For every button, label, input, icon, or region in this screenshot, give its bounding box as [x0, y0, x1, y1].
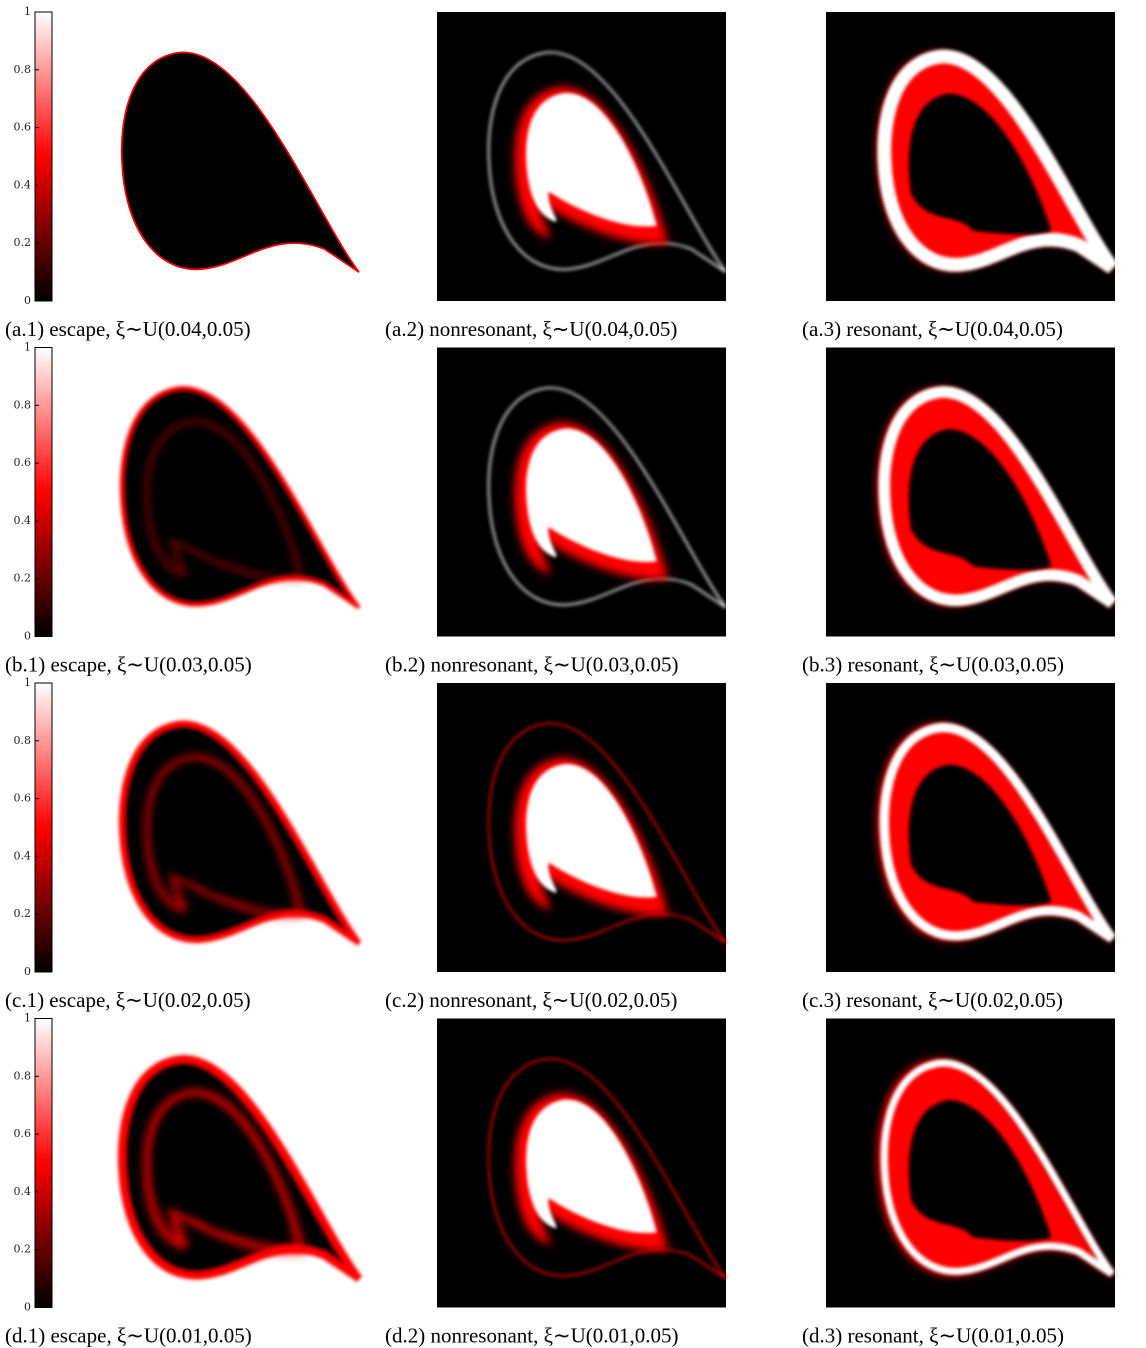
colorbar-tick-label: 0.4 [14, 514, 32, 527]
panel-image [826, 12, 1115, 301]
figure: 00.20.40.60.81(a.1) escape, ξ∼U(0.04,0.0… [0, 0, 1146, 1348]
panel-caption: (a.1) escape, ξ∼U(0.04,0.05) [5, 317, 251, 341]
colorbar-tick-label: 0.6 [14, 121, 32, 134]
colorbar-tick-label: 0.6 [14, 1127, 32, 1140]
colorbar-tick-label: 0.2 [14, 572, 32, 585]
panel-image [437, 1019, 726, 1308]
colorbar-tick-label: 0.2 [14, 236, 32, 249]
colorbar [35, 348, 52, 637]
colorbar-tick-label: 0.8 [14, 734, 32, 747]
panel-caption: (a.2) nonresonant, ξ∼U(0.04,0.05) [385, 317, 677, 341]
panel-caption: (c.3) resonant, ξ∼U(0.02,0.05) [802, 988, 1063, 1012]
colorbar-tick-label: 0.4 [14, 849, 32, 862]
colorbar-tick-label: 0.4 [14, 1185, 32, 1198]
colorbar [35, 683, 52, 972]
colorbar-tick-label: 1 [24, 341, 31, 354]
panel-caption: (a.3) resonant, ξ∼U(0.04,0.05) [802, 317, 1063, 341]
colorbar-tick-label: 0.2 [14, 1243, 32, 1256]
panel-image [122, 388, 359, 608]
panel-image [826, 683, 1115, 972]
panel-image [122, 1059, 359, 1279]
colorbar-tick-label: 0.4 [14, 178, 32, 191]
panel-caption: (b.3) resonant, ξ∼U(0.03,0.05) [802, 653, 1064, 677]
panel-caption: (d.1) escape, ξ∼U(0.01,0.05) [5, 1324, 252, 1348]
panel-image [826, 1019, 1115, 1308]
colorbar-tick-label: 0.6 [14, 792, 32, 805]
colorbar-tick-label: 1 [24, 1012, 31, 1025]
panel-image [826, 348, 1115, 637]
panel-caption: (c.2) nonresonant, ξ∼U(0.02,0.05) [385, 988, 677, 1012]
panel-image [122, 723, 359, 943]
colorbar-tick-label: 0.2 [14, 907, 32, 920]
panel-caption: (d.2) nonresonant, ξ∼U(0.01,0.05) [385, 1324, 679, 1348]
panel-caption: (b.2) nonresonant, ξ∼U(0.03,0.05) [385, 653, 679, 677]
panel-caption: (d.3) resonant, ξ∼U(0.01,0.05) [802, 1324, 1064, 1348]
colorbar-tick-label: 0 [24, 294, 31, 307]
colorbar-tick-label: 0 [24, 630, 31, 643]
colorbar-tick-label: 0.8 [14, 63, 32, 76]
colorbar [35, 12, 52, 301]
panel-image [122, 52, 359, 272]
panel-image [437, 683, 726, 972]
colorbar-tick-label: 0.8 [14, 398, 32, 411]
panel-image [437, 348, 726, 637]
colorbar-tick-label: 0 [24, 1301, 31, 1314]
panel-caption: (c.1) escape, ξ∼U(0.02,0.05) [5, 988, 251, 1012]
colorbar-tick-label: 0.6 [14, 456, 32, 469]
colorbar-tick-label: 0 [24, 965, 31, 978]
panel-image [437, 12, 726, 301]
colorbar [35, 1019, 52, 1308]
colorbar-tick-label: 0.8 [14, 1069, 32, 1082]
panel-caption: (b.1) escape, ξ∼U(0.03,0.05) [5, 653, 252, 677]
colorbar-tick-label: 1 [24, 676, 31, 689]
colorbar-tick-label: 1 [24, 5, 31, 18]
